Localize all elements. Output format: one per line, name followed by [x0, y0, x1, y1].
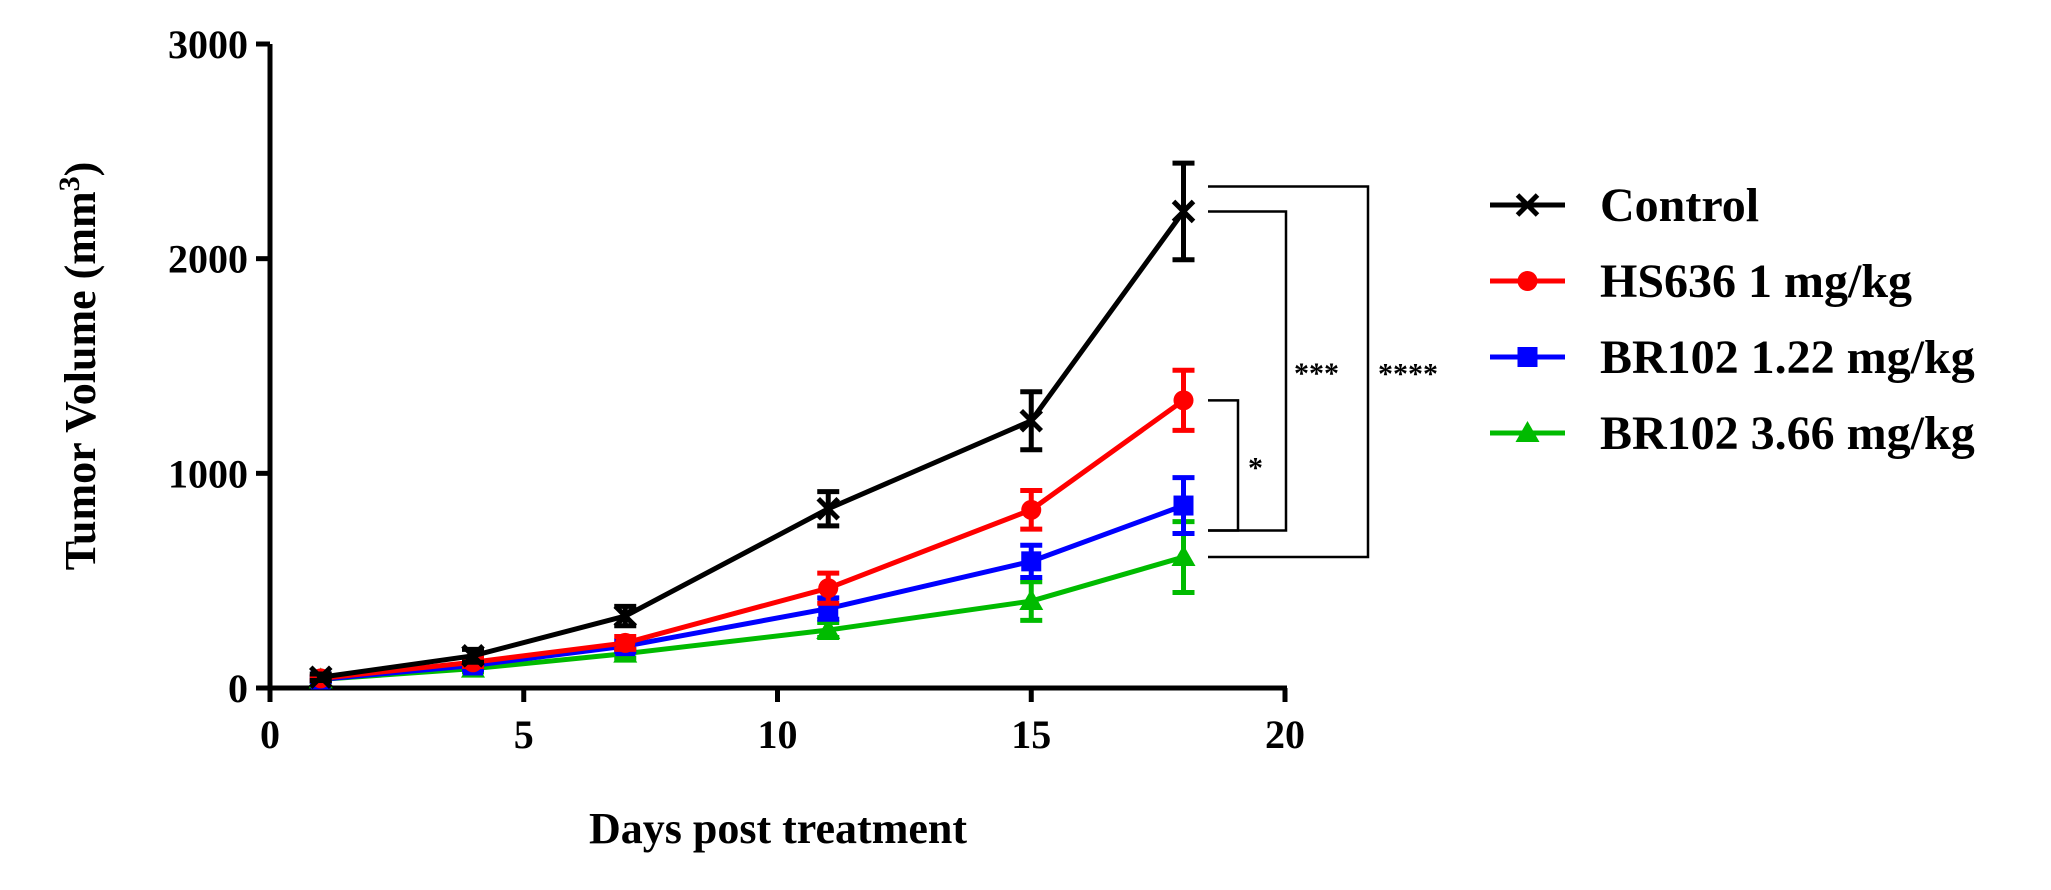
marker-0-5-stroke-b: [1171, 199, 1196, 224]
series-line-3: [320, 554, 1185, 682]
marker-0-0: [308, 665, 333, 690]
marker-3-5: [1171, 545, 1196, 567]
series-line-1: [320, 398, 1185, 681]
axes: [267, 44, 1287, 691]
x-tick-label-15: 15: [1011, 712, 1051, 757]
ticks: 0 5 10 15 20 0 1000 2000 3000: [168, 22, 1305, 757]
marker-0-5: [1171, 199, 1196, 224]
marker-0-3: [816, 496, 841, 521]
significance-bracket-1: [1208, 210, 1288, 532]
series-line-0: [320, 209, 1186, 680]
legend-marker-0-stroke-b: [1515, 193, 1540, 217]
marker-0-0-stroke-b: [308, 665, 333, 690]
marker-0-2: [613, 604, 638, 628]
legend-marker-0: [1515, 193, 1540, 217]
legend-label-1: HS636 1 mg/kg: [1600, 255, 1912, 308]
marker-1-5: [1173, 390, 1194, 411]
significance-label-1: ***: [1294, 357, 1339, 390]
legend-label-3: BR102 3.66 mg/kg: [1600, 407, 1975, 460]
marker-3-3: [816, 618, 841, 640]
marker-1-2: [615, 632, 636, 653]
marker-1-4: [1021, 499, 1042, 520]
y-tick-label-0: 0: [228, 666, 248, 711]
significance-label-0: *: [1248, 451, 1263, 484]
marker-0-4-stroke-b: [1019, 408, 1044, 433]
marker-1-3: [818, 578, 839, 599]
legend-marker-1: [1517, 271, 1538, 291]
y-axis-title-main: Tumor Volume (mm: [56, 191, 105, 570]
legend-item-0: Control: [1490, 179, 1759, 232]
x-tick-label-10: 10: [758, 712, 798, 757]
y-axis-title-close: ): [56, 162, 105, 177]
x-tick-label-0: 0: [260, 712, 280, 757]
series-layer: [308, 160, 1196, 690]
series-line-2: [320, 503, 1185, 682]
series-0: [308, 160, 1196, 690]
legend-label-2: BR102 1.22 mg/kg: [1600, 331, 1975, 384]
legend-marker-2: [1517, 347, 1538, 367]
y-axis-title-superscript: 3: [53, 176, 86, 191]
marker-0-1: [461, 644, 485, 668]
x-tick-label-5: 5: [514, 712, 534, 757]
y-tick-label-3000: 3000: [168, 22, 248, 67]
significance-bracket-0: [1208, 399, 1240, 532]
marker-2-5: [1173, 495, 1194, 516]
marker-0-4: [1019, 408, 1044, 433]
marker-0-1-stroke-b: [461, 644, 485, 668]
legend-item-1: HS636 1 mg/kg: [1490, 255, 1912, 308]
significance-brackets: **** ****: [1208, 185, 1438, 559]
significance-label-2: ****: [1378, 358, 1438, 391]
marker-0-3-stroke-b: [816, 496, 841, 521]
x-tick-label-20: 20: [1265, 712, 1305, 757]
significance-bracket-2: [1208, 185, 1370, 559]
legend-marker-3: [1515, 421, 1540, 442]
x-axis-title: Days post treatment: [589, 804, 967, 853]
y-axis-title: Tumor Volume (mm3): [53, 162, 105, 571]
legend-item-2: BR102 1.22 mg/kg: [1490, 331, 1975, 384]
marker-0-2-stroke-b: [613, 604, 638, 628]
y-tick-label-1000: 1000: [168, 451, 248, 496]
legend-label-0: Control: [1600, 179, 1759, 232]
legend-item-3: BR102 3.66 mg/kg: [1490, 407, 1975, 460]
y-tick-label-2000: 2000: [168, 237, 248, 282]
marker-2-4: [1021, 551, 1042, 572]
marker-3-4: [1019, 589, 1044, 611]
legend: Control HS636 1 mg/kg BR102 1.22 mg/kg BR10…: [1490, 179, 1975, 460]
